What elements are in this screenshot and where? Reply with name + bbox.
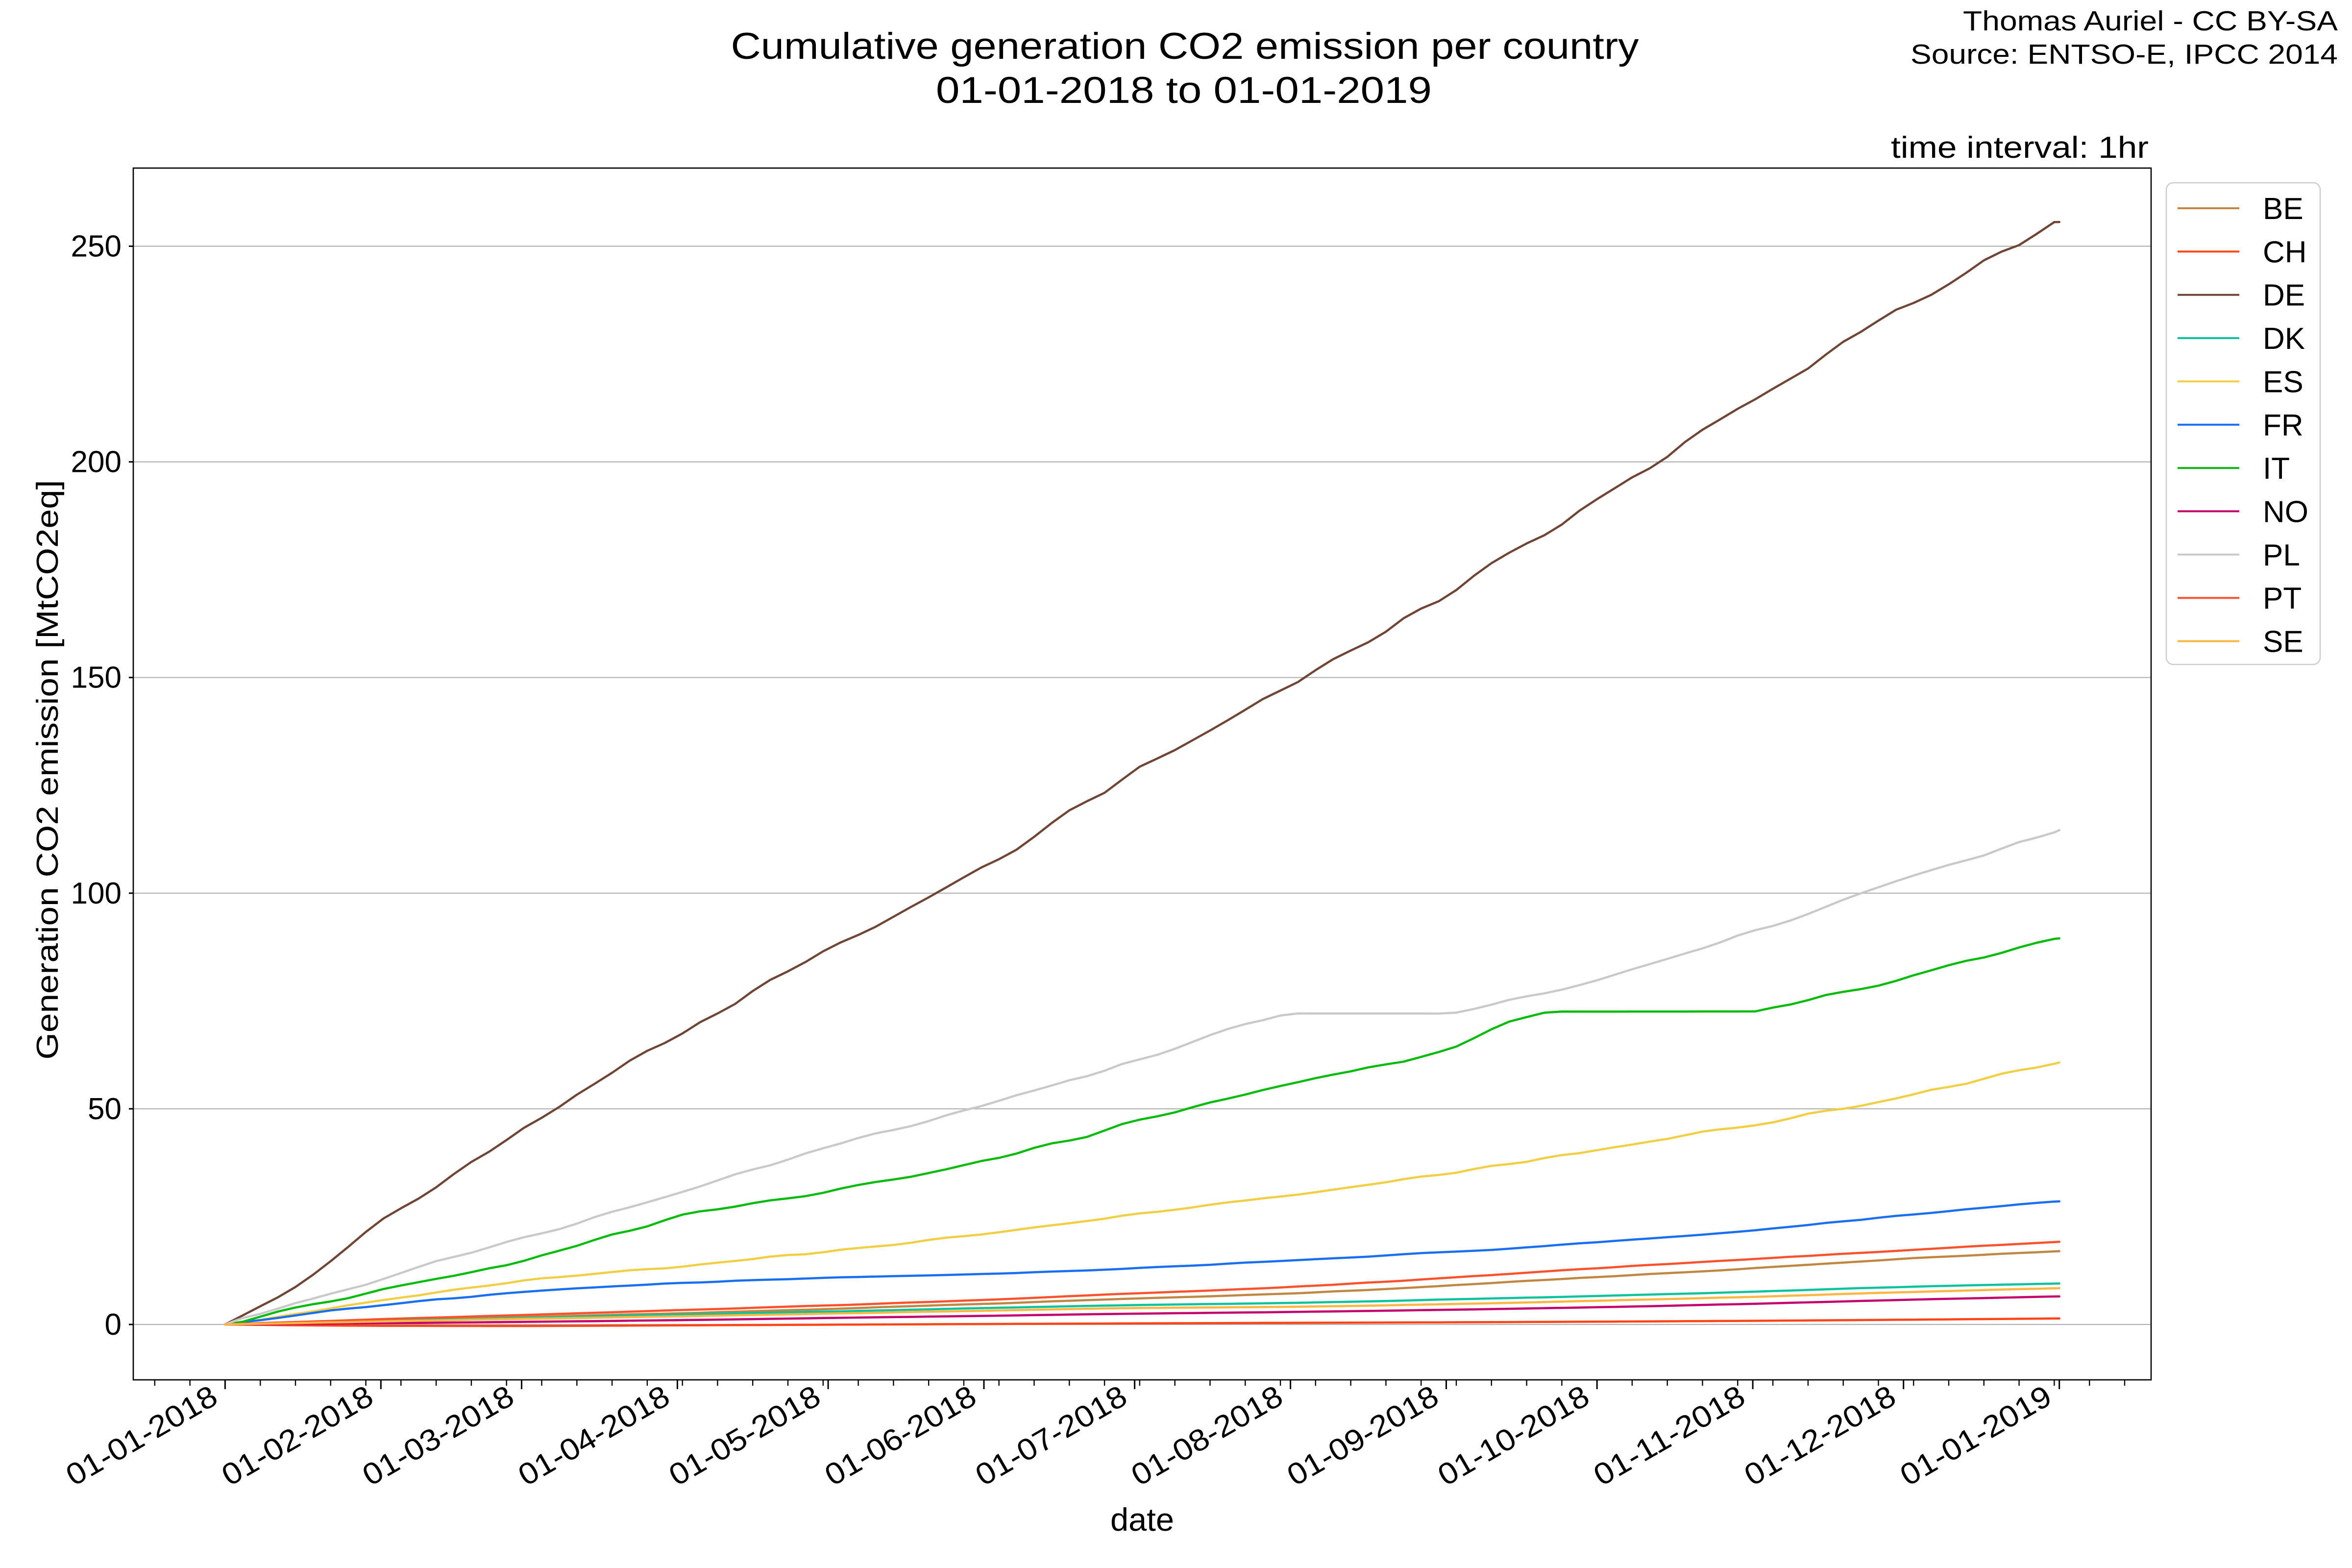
svg-text:200: 200 — [71, 445, 122, 479]
svg-text:time interval: 1hr: time interval: 1hr — [1891, 131, 2149, 165]
svg-text:Cumulative generation CO2 emis: Cumulative generation CO2 emission per c… — [731, 25, 1639, 67]
svg-text:Thomas Auriel - CC BY-SA: Thomas Auriel - CC BY-SA — [1963, 5, 2338, 37]
svg-text:NO: NO — [2263, 495, 2308, 529]
svg-text:date: date — [1110, 1501, 1174, 1538]
svg-text:IT: IT — [2263, 452, 2290, 486]
svg-text:0: 0 — [105, 1308, 122, 1342]
svg-text:01-01-2018 to 01-01-2019: 01-01-2018 to 01-01-2019 — [936, 70, 1432, 111]
svg-text:100: 100 — [71, 877, 122, 910]
svg-text:50: 50 — [88, 1092, 122, 1126]
svg-text:PL: PL — [2263, 539, 2300, 572]
svg-text:DE: DE — [2263, 279, 2305, 313]
svg-text:BE: BE — [2263, 192, 2303, 226]
svg-text:DK: DK — [2263, 322, 2305, 356]
svg-text:ES: ES — [2263, 365, 2303, 399]
svg-text:FR: FR — [2263, 409, 2303, 442]
svg-text:CH: CH — [2263, 235, 2307, 269]
svg-text:SE: SE — [2263, 625, 2303, 659]
svg-text:250: 250 — [71, 230, 122, 264]
svg-text:Source: ENTSO-E, IPCC 2014: Source: ENTSO-E, IPCC 2014 — [1911, 39, 2338, 70]
svg-text:Generation CO2 emission [MtCO2: Generation CO2 emission [MtCO2eq] — [31, 480, 65, 1060]
svg-text:PT: PT — [2263, 582, 2302, 615]
svg-text:150: 150 — [71, 661, 122, 695]
